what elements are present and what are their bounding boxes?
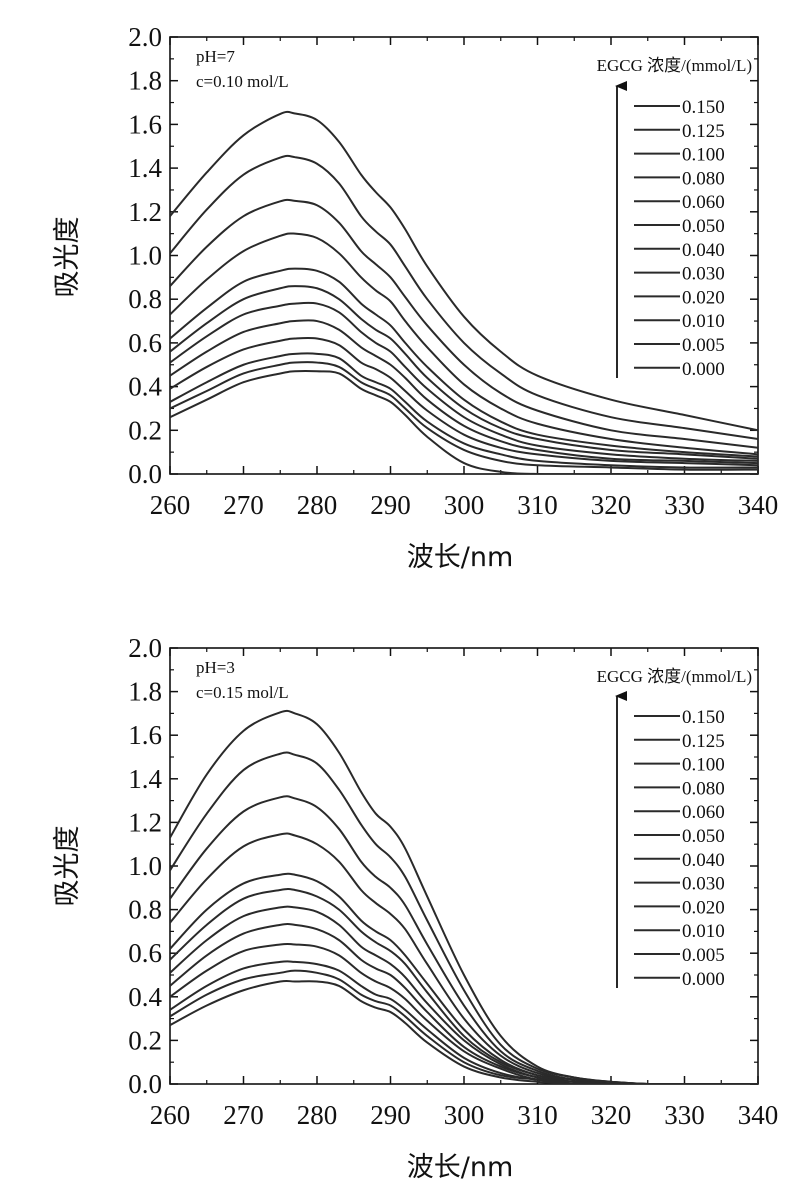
x-tick-label: 330 (664, 1100, 705, 1130)
legend-label: 0.080 (682, 168, 725, 189)
x-tick-label: 290 (370, 1100, 411, 1130)
legend-label: 0.010 (682, 311, 725, 332)
y-tick-label: 1.8 (128, 66, 162, 96)
legend-label: 0.010 (682, 921, 725, 942)
y-tick-label: 0.2 (128, 415, 162, 445)
y-tick-label: 0.8 (128, 895, 162, 925)
legend-label: 0.030 (682, 264, 725, 285)
x-tick-label: 340 (738, 1100, 779, 1130)
series-group (170, 110, 758, 474)
y-tick-label: 1.8 (128, 677, 162, 707)
annotation-text: pH=7 (196, 47, 235, 66)
x-tick-label: 300 (444, 1100, 485, 1130)
legend-label: 0.005 (682, 945, 725, 966)
series-line-0.125 (170, 751, 758, 1084)
legend-label: 0.060 (682, 802, 725, 823)
y-tick-label: 1.2 (128, 807, 162, 837)
series-line-0.005 (170, 361, 758, 471)
figure-ph3: 0.0 0.2 0.4 0.6 0.8 1.0 1.2 1.4 1.6 1.8 2.0 260 270 2… (0, 600, 805, 1200)
x-tick-label: 270 (223, 490, 264, 520)
legend-label: 0.100 (682, 145, 725, 166)
legend-label: 0.100 (682, 755, 725, 776)
legend-label: 0.125 (682, 121, 725, 142)
annotation-text: c=0.10 mol/L (196, 72, 289, 91)
legend-label: 0.060 (682, 192, 725, 213)
legend-title: EGCG 浓度/(mmol/L) (597, 56, 752, 75)
y-axis-title: 吸光度 (52, 826, 83, 907)
x-tick-label: 280 (297, 1100, 338, 1130)
absorbance-chart-ph7: 0.0 0.2 0.4 0.6 0.8 1.0 1.2 1.4 1.6 1.8 2.0 260 270 2… (52, 22, 779, 573)
y-tick-label: 1.6 (128, 109, 162, 139)
annotation-text: pH=3 (196, 658, 235, 677)
y-axis-title: 吸光度 (52, 217, 83, 298)
x-axis-title: 波长/nm (407, 542, 514, 573)
x-axis-title: 波长/nm (407, 1152, 514, 1183)
series-line-0.150 (170, 110, 758, 432)
legend-label: 0.020 (682, 287, 725, 308)
series-line-0.040 (170, 301, 758, 462)
legend-title: EGCG 浓度/(mmol/L) (597, 667, 752, 686)
x-tick-label: 330 (664, 490, 705, 520)
absorbance-chart-ph3: 0.0 0.2 0.4 0.6 0.8 1.0 1.2 1.4 1.6 1.8 2.0 260 270 2… (52, 633, 779, 1183)
series-line-0.005 (170, 969, 758, 1084)
legend-label: 0.030 (682, 874, 725, 895)
x-tick-label: 260 (150, 1100, 191, 1130)
legend-label: 0.005 (682, 335, 725, 356)
series-line-0.100 (170, 198, 758, 449)
series-line-0.080 (170, 832, 758, 1084)
series-line-0.000 (170, 979, 758, 1084)
legend-label: 0.150 (682, 707, 725, 728)
legend-label: 0.040 (682, 240, 725, 261)
legend-label: 0.050 (682, 216, 725, 237)
series-line-0.125 (170, 154, 758, 441)
legend-label: 0.020 (682, 897, 725, 918)
x-tick-label: 310 (517, 1100, 558, 1130)
y-tick-label: 1.0 (128, 851, 162, 881)
x-tick-label: 300 (444, 490, 485, 520)
y-tick-label: 1.4 (128, 153, 162, 183)
x-tick-label: 270 (223, 1100, 264, 1130)
series-line-0.050 (170, 285, 758, 460)
series-line-0.060 (170, 872, 758, 1084)
x-tick-label: 280 (297, 490, 338, 520)
x-tick-label: 290 (370, 490, 411, 520)
y-tick-label: 0.0 (128, 459, 162, 489)
y-tick-label: 0.6 (128, 328, 162, 358)
x-tick-label: 320 (591, 490, 632, 520)
y-tick-label: 0.6 (128, 938, 162, 968)
y-tick-label: 0.0 (128, 1069, 162, 1099)
y-tick-label: 0.8 (128, 284, 162, 314)
y-tick-label: 0.2 (128, 1025, 162, 1055)
legend-label: 0.080 (682, 778, 725, 799)
x-tick-label: 320 (591, 1100, 632, 1130)
figure-ph7: 0.0 0.2 0.4 0.6 0.8 1.0 1.2 1.4 1.6 1.8 2.0 260 270 2… (0, 0, 805, 590)
series-line-0.060 (170, 267, 758, 458)
series-line-0.080 (170, 232, 758, 456)
y-tick-label: 1.2 (128, 197, 162, 227)
legend-label: 0.150 (682, 97, 725, 118)
y-tick-label: 2.0 (128, 633, 162, 663)
x-tick-label: 340 (738, 490, 779, 520)
y-tick-label: 0.4 (128, 982, 162, 1012)
series-line-0.030 (170, 319, 758, 465)
legend-label: 0.125 (682, 731, 725, 752)
series-line-0.000 (170, 370, 758, 474)
y-tick-label: 2.0 (128, 22, 162, 52)
x-tick-label: 310 (517, 490, 558, 520)
annotation-text: c=0.15 mol/L (196, 683, 289, 702)
y-tick-label: 1.0 (128, 241, 162, 271)
y-tick-label: 1.6 (128, 720, 162, 750)
series-line-0.020 (170, 336, 758, 467)
legend-label: 0.000 (682, 969, 725, 990)
y-tick-label: 0.4 (128, 372, 162, 402)
series-line-0.010 (170, 352, 758, 469)
legend-label: 0.040 (682, 850, 725, 871)
x-tick-label: 260 (150, 490, 191, 520)
series-group (170, 709, 758, 1084)
legend-label: 0.050 (682, 826, 725, 847)
legend-label: 0.000 (682, 359, 725, 380)
y-tick-label: 1.4 (128, 764, 162, 794)
